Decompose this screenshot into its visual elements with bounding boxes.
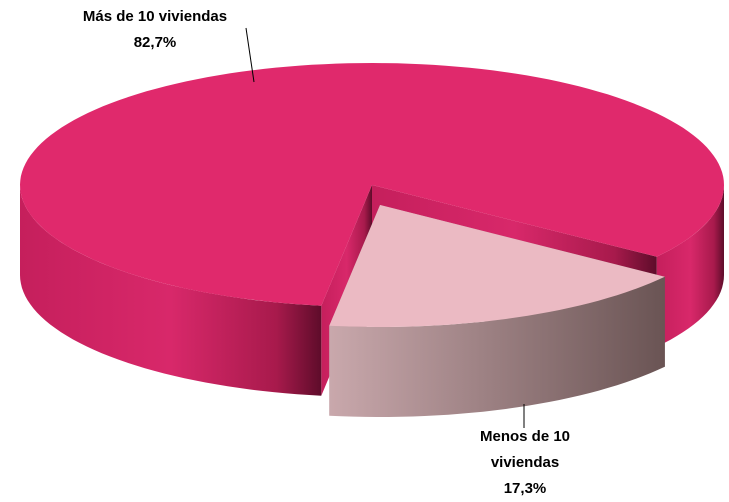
leader-line [245, 27, 255, 83]
slice-label: Más de 10 viviendas 82,7% [40, 4, 270, 56]
category-label: Más de 10 viviendas [82, 8, 228, 25]
value-label: 82,7% [133, 34, 177, 51]
slice [20, 63, 724, 306]
slice-label: Menos de 10 viviendas 17,3% [470, 424, 580, 502]
slice-side [656, 185, 724, 347]
value-label: 17,3% [503, 480, 547, 497]
category-label: Menos de 10 viviendas [479, 428, 571, 471]
slice [329, 205, 665, 327]
slice-side [20, 185, 322, 396]
slice-side [329, 276, 665, 417]
